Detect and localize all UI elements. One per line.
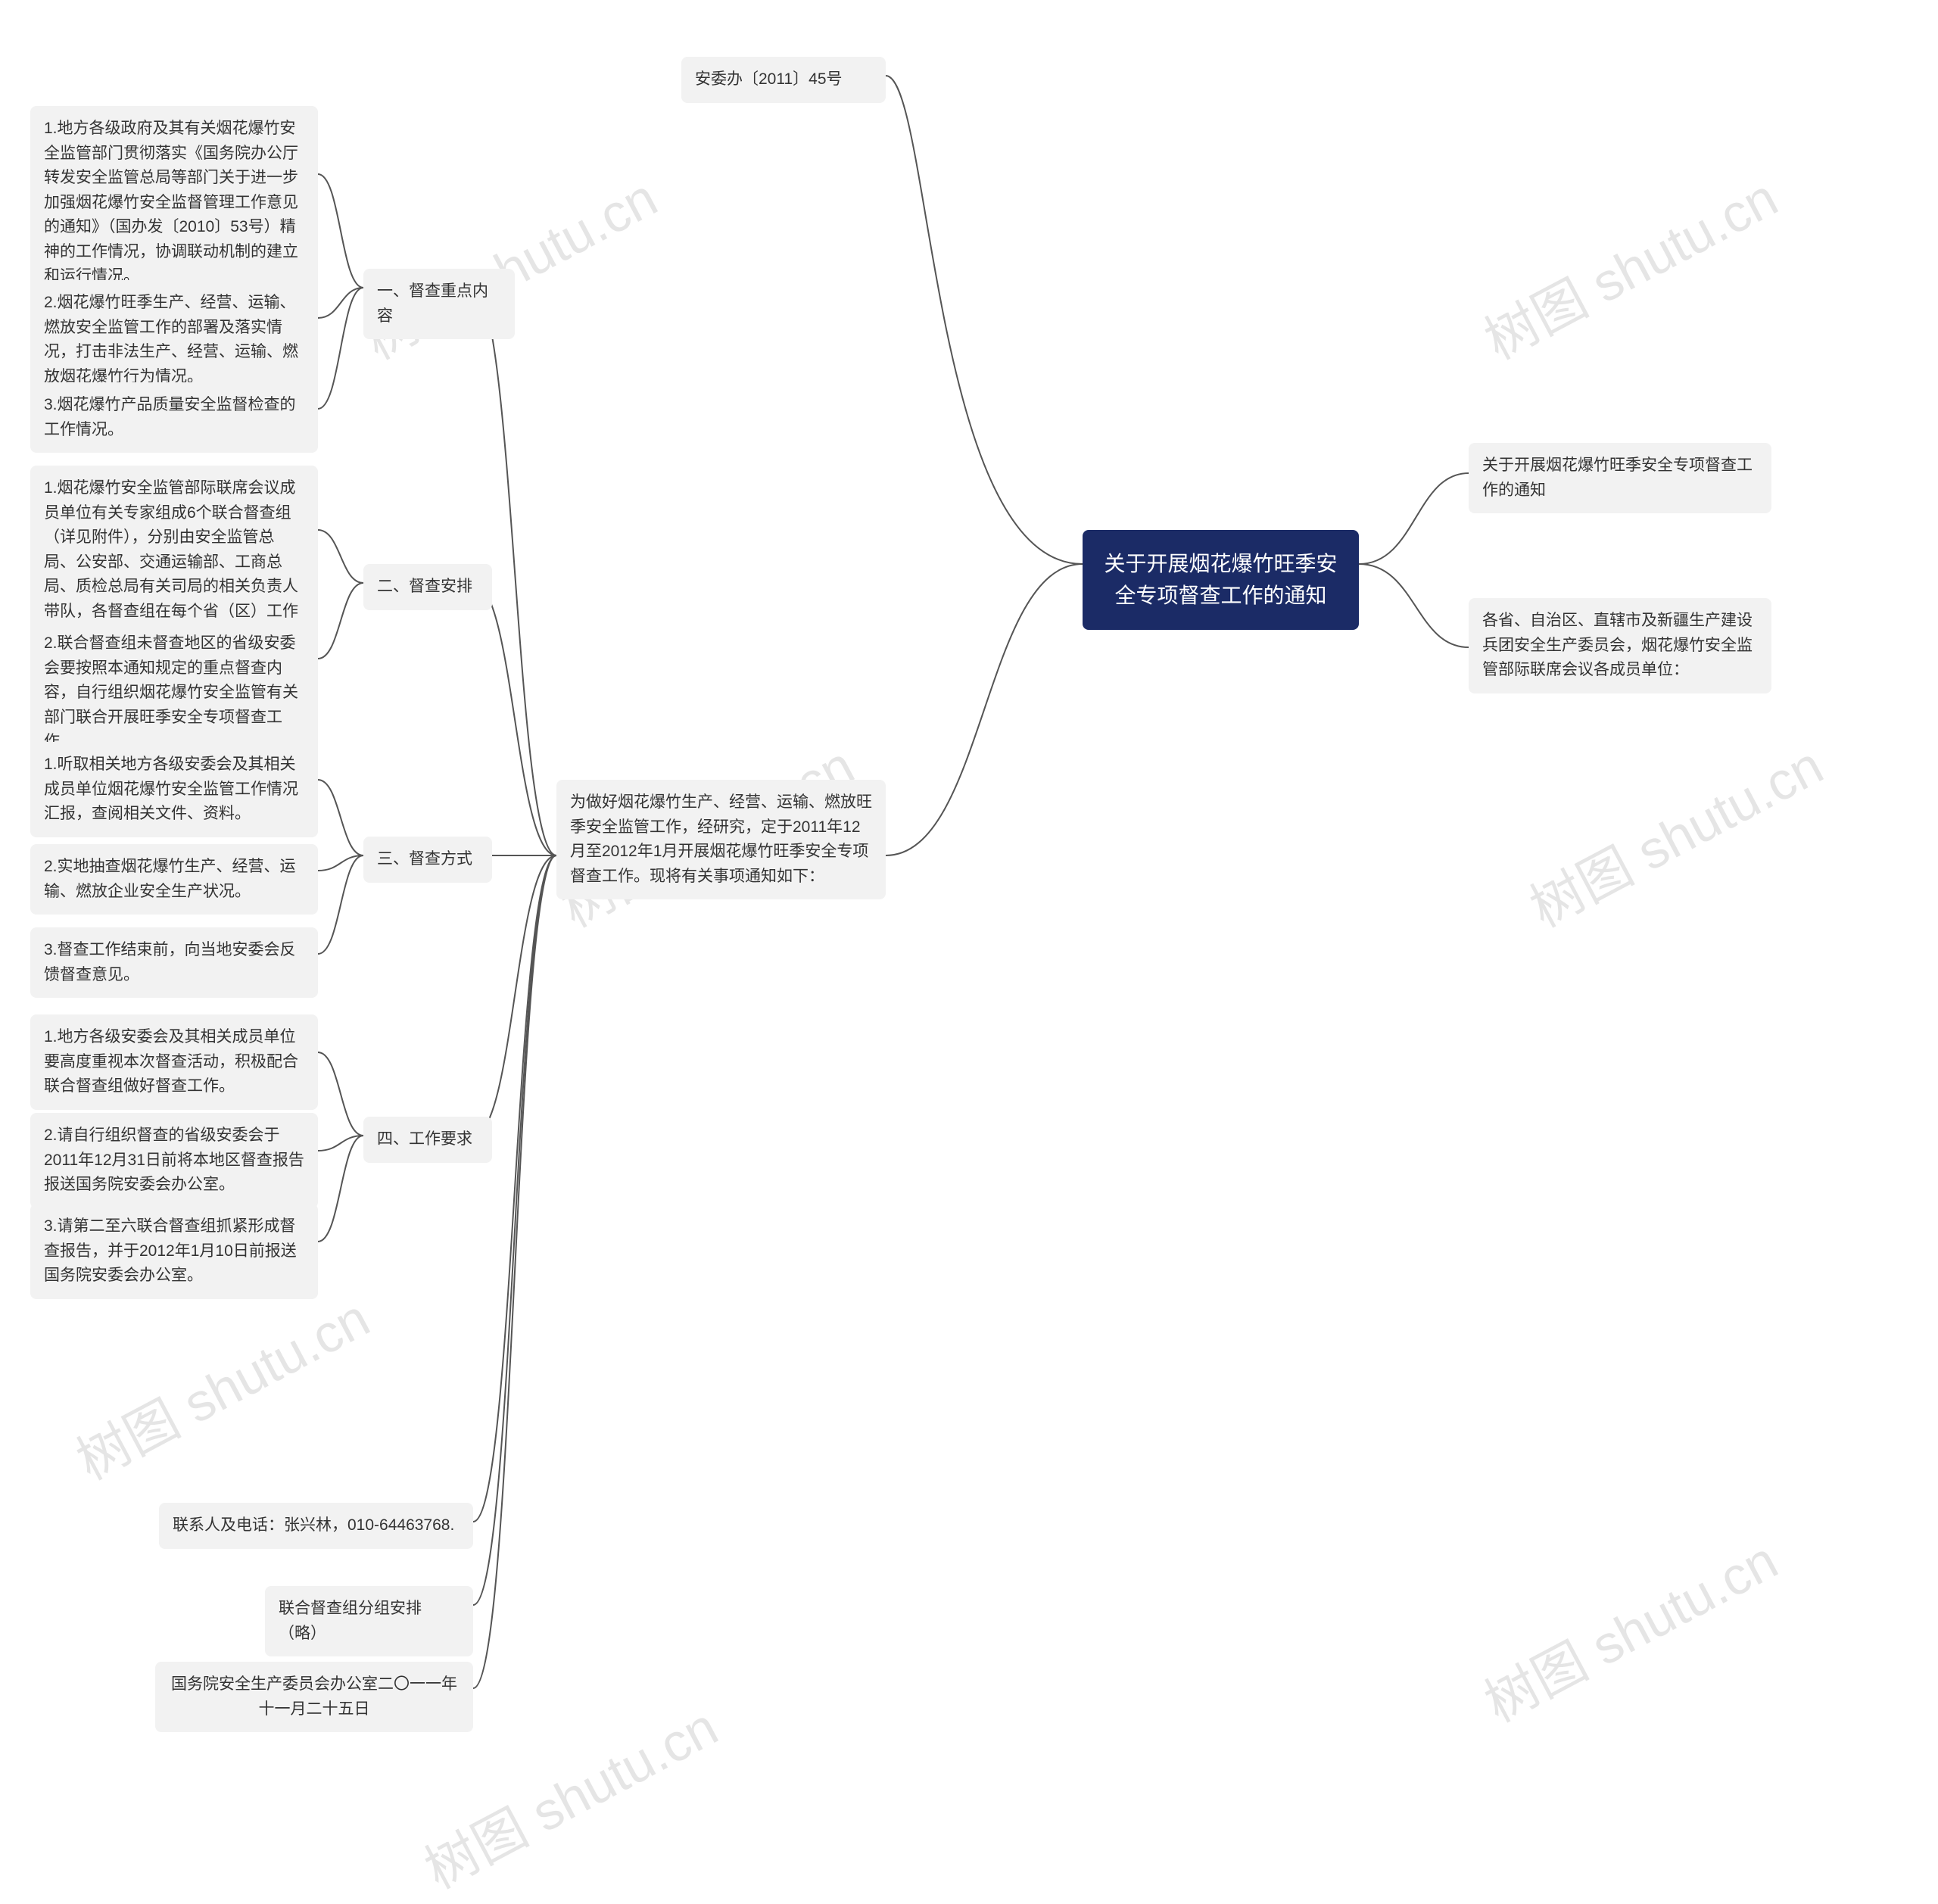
root-node: 关于开展烟花爆竹旺季安全专项督查工作的通知: [1083, 530, 1359, 630]
section-4-label: 四、工作要求: [363, 1117, 492, 1163]
watermark: 树图 shutu.cn: [61, 1276, 381, 1494]
doc-number: 安委办〔2011〕45号: [681, 57, 886, 103]
right-branch-recipients: 各省、自治区、直辖市及新疆生产建设兵团安全生产委员会，烟花爆竹安全监管部际联席会…: [1469, 598, 1771, 693]
watermark: 树图 shutu.cn: [1515, 724, 1834, 942]
section-3-label: 三、督查方式: [363, 837, 492, 883]
section-1-label: 一、督查重点内容: [363, 269, 515, 339]
section-3-item-2: 2.实地抽查烟花爆竹生产、经营、运输、燃放企业安全生产状况。: [30, 844, 318, 915]
section-1-item-3: 3.烟花爆竹产品质量安全监督检查的工作情况。: [30, 382, 318, 453]
section-3-item-3: 3.督查工作结束前，向当地安委会反馈督查意见。: [30, 927, 318, 998]
center-intro: 为做好烟花爆竹生产、经营、运输、燃放旺季安全监管工作，经研究，定于2011年12…: [556, 780, 886, 899]
section-3-item-1: 1.听取相关地方各级安委会及其相关成员单位烟花爆竹安全监管工作情况汇报，查阅相关…: [30, 742, 318, 837]
section-4-item-1: 1.地方各级安委会及其相关成员单位要高度重视本次督查活动，积极配合联合督查组做好…: [30, 1014, 318, 1110]
footer-issuer: 国务院安全生产委员会办公室二〇一一年十一月二十五日: [155, 1662, 473, 1732]
section-4-item-3: 3.请第二至六联合督查组抓紧形成督查报告，并于2012年1月10日前报送国务院安…: [30, 1204, 318, 1299]
section-1-item-1: 1.地方各级政府及其有关烟花爆竹安全监管部门贯彻落实《国务院办公厅转发安全监管总…: [30, 106, 318, 300]
footer-attachment: 联合督查组分组安排（略）: [265, 1586, 473, 1656]
section-2-label: 二、督查安排: [363, 564, 492, 610]
right-branch-title: 关于开展烟花爆竹旺季安全专项督查工作的通知: [1469, 443, 1771, 513]
section-4-item-2: 2.请自行组织督查的省级安委会于2011年12月31日前将本地区督查报告报送国务…: [30, 1113, 318, 1208]
watermark: 树图 shutu.cn: [1469, 1519, 1789, 1737]
footer-contact: 联系人及电话：张兴林，010-64463768.: [159, 1503, 473, 1549]
watermark: 树图 shutu.cn: [349, 156, 668, 374]
watermark: 树图 shutu.cn: [1469, 156, 1789, 374]
